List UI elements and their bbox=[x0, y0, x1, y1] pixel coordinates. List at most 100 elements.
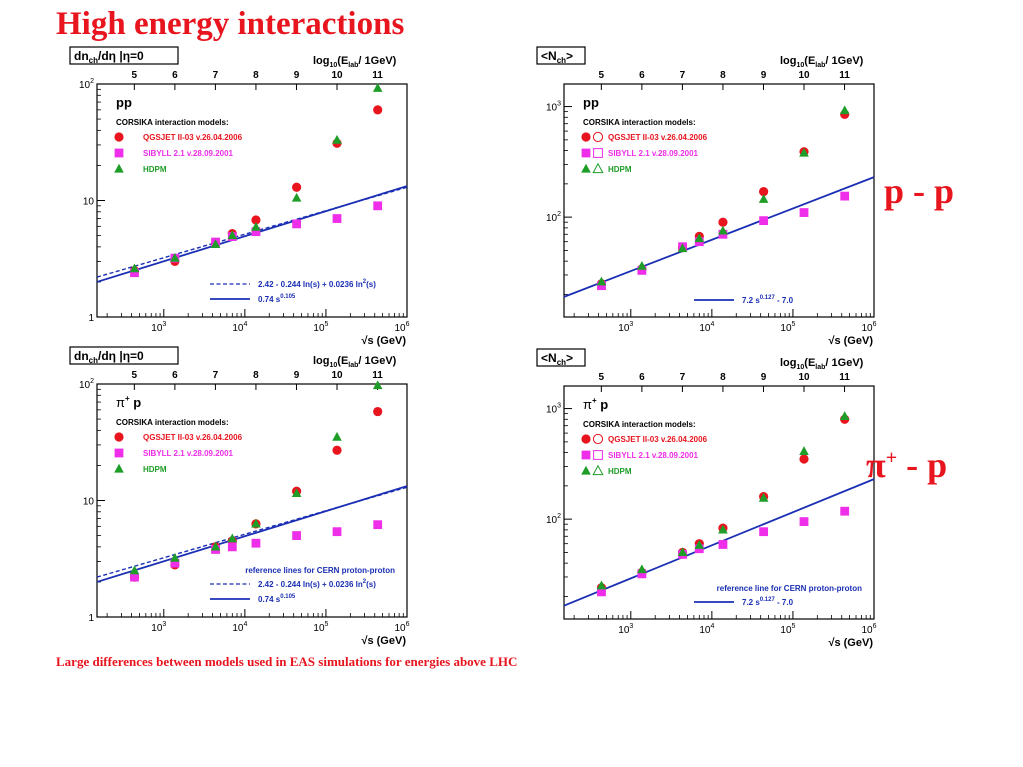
data-point-triangle bbox=[129, 565, 140, 575]
data-point-triangle bbox=[637, 261, 647, 270]
x-tick-base: 10 bbox=[780, 323, 792, 334]
x-tick-exp: 4 bbox=[710, 623, 714, 630]
chart-svg: dnch/dη |η=0 log10(Elab/ 1GeV)5 6 7 8 9 10 1110… bbox=[69, 346, 410, 647]
x-tick-exp: 3 bbox=[629, 623, 633, 630]
top-tick-label: 9 bbox=[761, 70, 767, 81]
data-point-triangle bbox=[291, 192, 302, 202]
data-point-circle bbox=[718, 217, 728, 227]
legend-marker-hollow-circle bbox=[592, 433, 604, 445]
data-point-square bbox=[251, 538, 261, 548]
y-tick-base: 10 bbox=[546, 103, 558, 114]
legend-label: HDPM bbox=[608, 467, 632, 476]
label-pi-plus-p: π+ - p bbox=[866, 444, 947, 486]
reaction-rest: p bbox=[597, 397, 609, 412]
ref-legend-post: (s) bbox=[366, 280, 376, 289]
data-point-square bbox=[840, 506, 850, 516]
data-point-square bbox=[292, 219, 302, 229]
data-point-circle bbox=[332, 445, 342, 455]
x-tick-base: 10 bbox=[699, 323, 711, 334]
legend-marker-square bbox=[581, 148, 591, 158]
top-tick-label: 11 bbox=[839, 70, 850, 81]
x-tick-label: 104 bbox=[699, 623, 714, 636]
legend-marker-hollow-square bbox=[593, 450, 603, 460]
data-point-triangle bbox=[210, 239, 221, 248]
ylabel-main: <N bbox=[541, 49, 557, 63]
ref-legend-sup: 0.105 bbox=[280, 294, 296, 300]
top-tick-label: 8 bbox=[720, 372, 726, 383]
data-point-triangle bbox=[210, 541, 221, 551]
x-tick-base: 10 bbox=[861, 625, 873, 636]
top-tick-label: 10 bbox=[798, 70, 810, 81]
top-axis-post: / 1GeV) bbox=[358, 55, 396, 67]
ylabel-sub: ch bbox=[557, 56, 566, 65]
data-point-triangle bbox=[596, 276, 607, 286]
series-triangle bbox=[596, 411, 850, 590]
top-axis-post: / 1GeV) bbox=[358, 355, 396, 367]
legend-label: QGSJET II-03 v.26.04.2006 bbox=[608, 435, 708, 444]
x-axis-label: √s (GeV) bbox=[361, 635, 406, 647]
data-point-triangle bbox=[718, 524, 728, 534]
data-point-square bbox=[799, 208, 809, 217]
top-axis-sub1: 10 bbox=[797, 364, 805, 371]
data-point-triangle bbox=[694, 540, 705, 549]
chart-pip-nch: <Nch> log10(Elab/ 1GeV) 5 6 7 8 9 10 11 103 104 105… bbox=[527, 346, 877, 649]
legend-marker-square bbox=[114, 448, 124, 458]
x-tick-base: 10 bbox=[313, 623, 325, 634]
ref-legend-label: 2.42 - 0.244 ln(s) + 0.0236 ln2(s) bbox=[258, 279, 376, 289]
label-pi-charge: + bbox=[885, 447, 898, 469]
top-axis-pre: log bbox=[313, 55, 330, 67]
x-tick-label: 104 bbox=[232, 621, 247, 634]
top-tick-label: 7 bbox=[213, 70, 219, 81]
series-triangle bbox=[129, 83, 383, 273]
y-tick-text: 1 bbox=[88, 313, 94, 324]
data-point-triangle bbox=[129, 263, 140, 273]
ylabel-sub: ch bbox=[557, 358, 566, 367]
data-point-triangle bbox=[227, 230, 238, 240]
data-point-triangle bbox=[839, 105, 850, 115]
x-tick-exp: 3 bbox=[162, 321, 166, 328]
models-header: CORSIKA interaction models: bbox=[116, 118, 229, 127]
ylabel-box bbox=[69, 346, 179, 365]
top-tick-label: 6 bbox=[172, 70, 178, 81]
data-point-square bbox=[130, 572, 139, 582]
x-tick-base: 10 bbox=[232, 323, 244, 334]
ylabel-text: <Nch> bbox=[541, 49, 573, 65]
legend-marker-triangle bbox=[581, 465, 591, 475]
legend-marker-triangle bbox=[581, 163, 591, 173]
plot-frame bbox=[96, 383, 408, 618]
x-tick-base: 10 bbox=[232, 623, 244, 634]
reaction-sup: + bbox=[592, 396, 597, 405]
ref-legend-sup: 0.105 bbox=[280, 594, 296, 600]
data-point-triangle bbox=[170, 552, 180, 562]
reaction-sup: + bbox=[125, 394, 130, 403]
y-tick-text: 10 bbox=[83, 497, 95, 508]
label-pi-rest: - p bbox=[897, 445, 948, 485]
data-point-square bbox=[637, 569, 647, 579]
data-point-circle bbox=[799, 454, 809, 464]
ref-legend-post: - 7.0 bbox=[775, 598, 794, 607]
legend-label: QGSJET II-03 v.26.04.2006 bbox=[143, 433, 243, 442]
plot-frame bbox=[96, 83, 408, 318]
top-tick-label: 7 bbox=[680, 372, 686, 383]
reaction-rest: p bbox=[130, 395, 142, 410]
data-point-triangle bbox=[596, 580, 607, 590]
x-tick-base: 10 bbox=[151, 323, 163, 334]
top-axis-post: / 1GeV) bbox=[825, 357, 863, 369]
y-tick-label: 103 bbox=[546, 403, 561, 416]
ylabel-box bbox=[536, 46, 586, 65]
ref-legend-label: 7.2 s0.127 - 7.0 bbox=[742, 597, 794, 607]
y-tick-exp: 2 bbox=[90, 378, 94, 385]
y-tick-base: 10 bbox=[546, 515, 558, 526]
y-tick-label: 10 bbox=[83, 197, 95, 208]
reaction-label: π+ p bbox=[116, 394, 141, 410]
top-axis-mid: (E bbox=[804, 357, 815, 369]
ref-legend-label: 7.2 s0.127 - 7.0 bbox=[742, 295, 794, 305]
top-tick-label: 5 bbox=[599, 372, 605, 383]
top-axis-sub1: 10 bbox=[797, 62, 805, 69]
data-point-square bbox=[759, 216, 769, 226]
data-point-square bbox=[597, 281, 606, 291]
data-point-square bbox=[332, 214, 342, 223]
label-pi-symbol: π bbox=[866, 445, 886, 485]
x-tick-base: 10 bbox=[780, 625, 792, 636]
